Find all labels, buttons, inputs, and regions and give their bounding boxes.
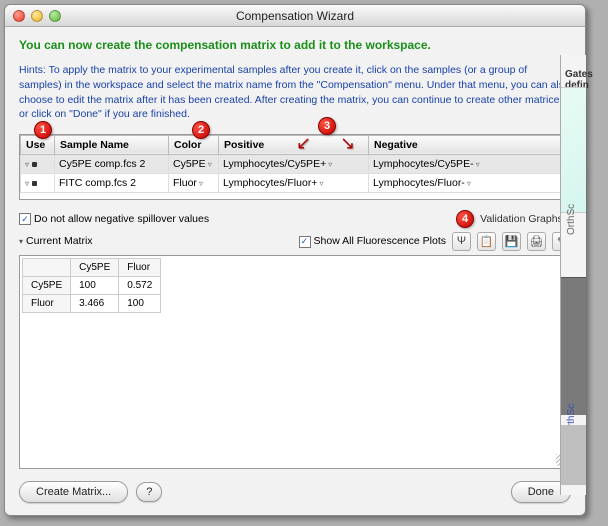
current-matrix-label: Current Matrix <box>26 235 93 247</box>
sample-name-cell: FITC comp.fcs 2 <box>55 173 169 192</box>
create-matrix-button[interactable]: Create Matrix... <box>19 481 128 503</box>
show-plots-checkbox[interactable]: Show All Fluorescence Plots <box>299 235 446 247</box>
content-area: You can now create the compensation matr… <box>5 27 585 515</box>
side-panel: Gates defin OrthSc OrthSc <box>560 55 586 495</box>
use-dot-icon <box>32 162 37 167</box>
hint-text: Hints: To apply the matrix to your exper… <box>19 63 571 122</box>
col-negative[interactable]: Negative <box>369 135 570 154</box>
callout-arrow-right: ↘ <box>340 133 355 154</box>
positive-dropdown[interactable]: Lymphocytes/Fluor+ <box>219 173 369 192</box>
options-row-2: ▾Current Matrix Show All Fluorescence Pl… <box>19 232 571 251</box>
footer-buttons: Create Matrix... ? Done <box>19 481 571 503</box>
matrix-cell[interactable]: 3.466 <box>71 294 119 312</box>
axis-label-orthsc: OrthSc <box>566 204 577 235</box>
use-dot-icon <box>32 181 37 186</box>
matrix-table: Cy5PE Fluor Cy5PE 100 0.572 Fluor 3.466 … <box>22 258 161 313</box>
disclosure-icon[interactable]: ▿ <box>25 179 29 188</box>
sample-table-container: 1 2 3 ↙ ↘ Use Sample Name Color Positive… <box>19 134 571 200</box>
compensation-wizard-window: Compensation Wizard You can now create t… <box>4 4 586 516</box>
clipboard-icon[interactable]: 📋 <box>477 232 496 251</box>
callout-badge-3: 3 <box>318 117 336 135</box>
window-title: Compensation Wizard <box>5 9 585 23</box>
no-negative-label: Do not allow negative spillover values <box>34 213 209 225</box>
options-row-1: Do not allow negative spillover values 4… <box>19 210 571 228</box>
page-heading: You can now create the compensation matr… <box>19 37 571 53</box>
preview-dark-region <box>561 277 586 415</box>
negative-dropdown[interactable]: Lymphocytes/Fluor- <box>369 173 570 192</box>
matrix-cell[interactable]: 0.572 <box>119 276 161 294</box>
validation-graphs-link[interactable]: Validation Graphs ▸ <box>480 213 571 225</box>
col-sample-name[interactable]: Sample Name <box>55 135 169 154</box>
table-row[interactable]: ▿ FITC comp.fcs 2 Fluor Lymphocytes/Fluo… <box>21 173 570 192</box>
save-icon[interactable]: 💾 <box>502 232 521 251</box>
print-icon[interactable]: 🖨 <box>527 232 546 251</box>
matrix-row-header: Fluor <box>23 294 71 312</box>
help-button[interactable]: ? <box>136 482 162 502</box>
col-use[interactable]: Use <box>21 135 55 154</box>
negative-dropdown[interactable]: Lymphocytes/Cy5PE- <box>369 154 570 173</box>
use-cell[interactable]: ▿ <box>21 154 55 173</box>
color-dropdown[interactable]: Cy5PE <box>169 154 219 173</box>
callout-badge-4: 4 <box>456 210 474 228</box>
checkbox-icon <box>299 236 311 248</box>
titlebar: Compensation Wizard <box>5 5 585 27</box>
sample-name-cell: Cy5PE comp.fcs 2 <box>55 154 169 173</box>
callout-badge-2: 2 <box>192 121 210 139</box>
sample-table: Use Sample Name Color Positive Negative … <box>20 135 570 193</box>
callout-badge-1: 1 <box>34 121 52 139</box>
callout-arrow-left: ↙ <box>296 133 311 154</box>
matrix-cell[interactable]: 100 <box>119 294 161 312</box>
matrix-cell[interactable]: 100 <box>71 276 119 294</box>
table-row[interactable]: ▿ Cy5PE comp.fcs 2 Cy5PE Lymphocytes/Cy5… <box>21 154 570 173</box>
psi-tool-icon[interactable]: Ψ <box>452 232 471 251</box>
show-plots-label: Show All Fluorescence Plots <box>314 235 446 247</box>
checkbox-icon <box>19 213 31 225</box>
positive-dropdown[interactable]: Lymphocytes/Cy5PE+ <box>219 154 369 173</box>
color-dropdown[interactable]: Fluor <box>169 173 219 192</box>
matrix-col-header: Fluor <box>119 258 161 276</box>
scatter-preview <box>561 87 586 213</box>
use-cell[interactable]: ▿ <box>21 173 55 192</box>
preview-grey-region <box>561 425 586 485</box>
current-matrix-panel: Cy5PE Fluor Cy5PE 100 0.572 Fluor 3.466 … <box>19 255 571 469</box>
col-color[interactable]: Color <box>169 135 219 154</box>
disclosure-icon[interactable]: ▿ <box>25 160 29 169</box>
disclosure-icon: ▾ <box>19 237 23 246</box>
matrix-row-header: Cy5PE <box>23 276 71 294</box>
matrix-col-header: Cy5PE <box>71 258 119 276</box>
current-matrix-toggle[interactable]: ▾Current Matrix <box>19 235 93 247</box>
matrix-corner <box>23 258 71 276</box>
no-negative-checkbox[interactable]: Do not allow negative spillover values <box>19 213 209 225</box>
